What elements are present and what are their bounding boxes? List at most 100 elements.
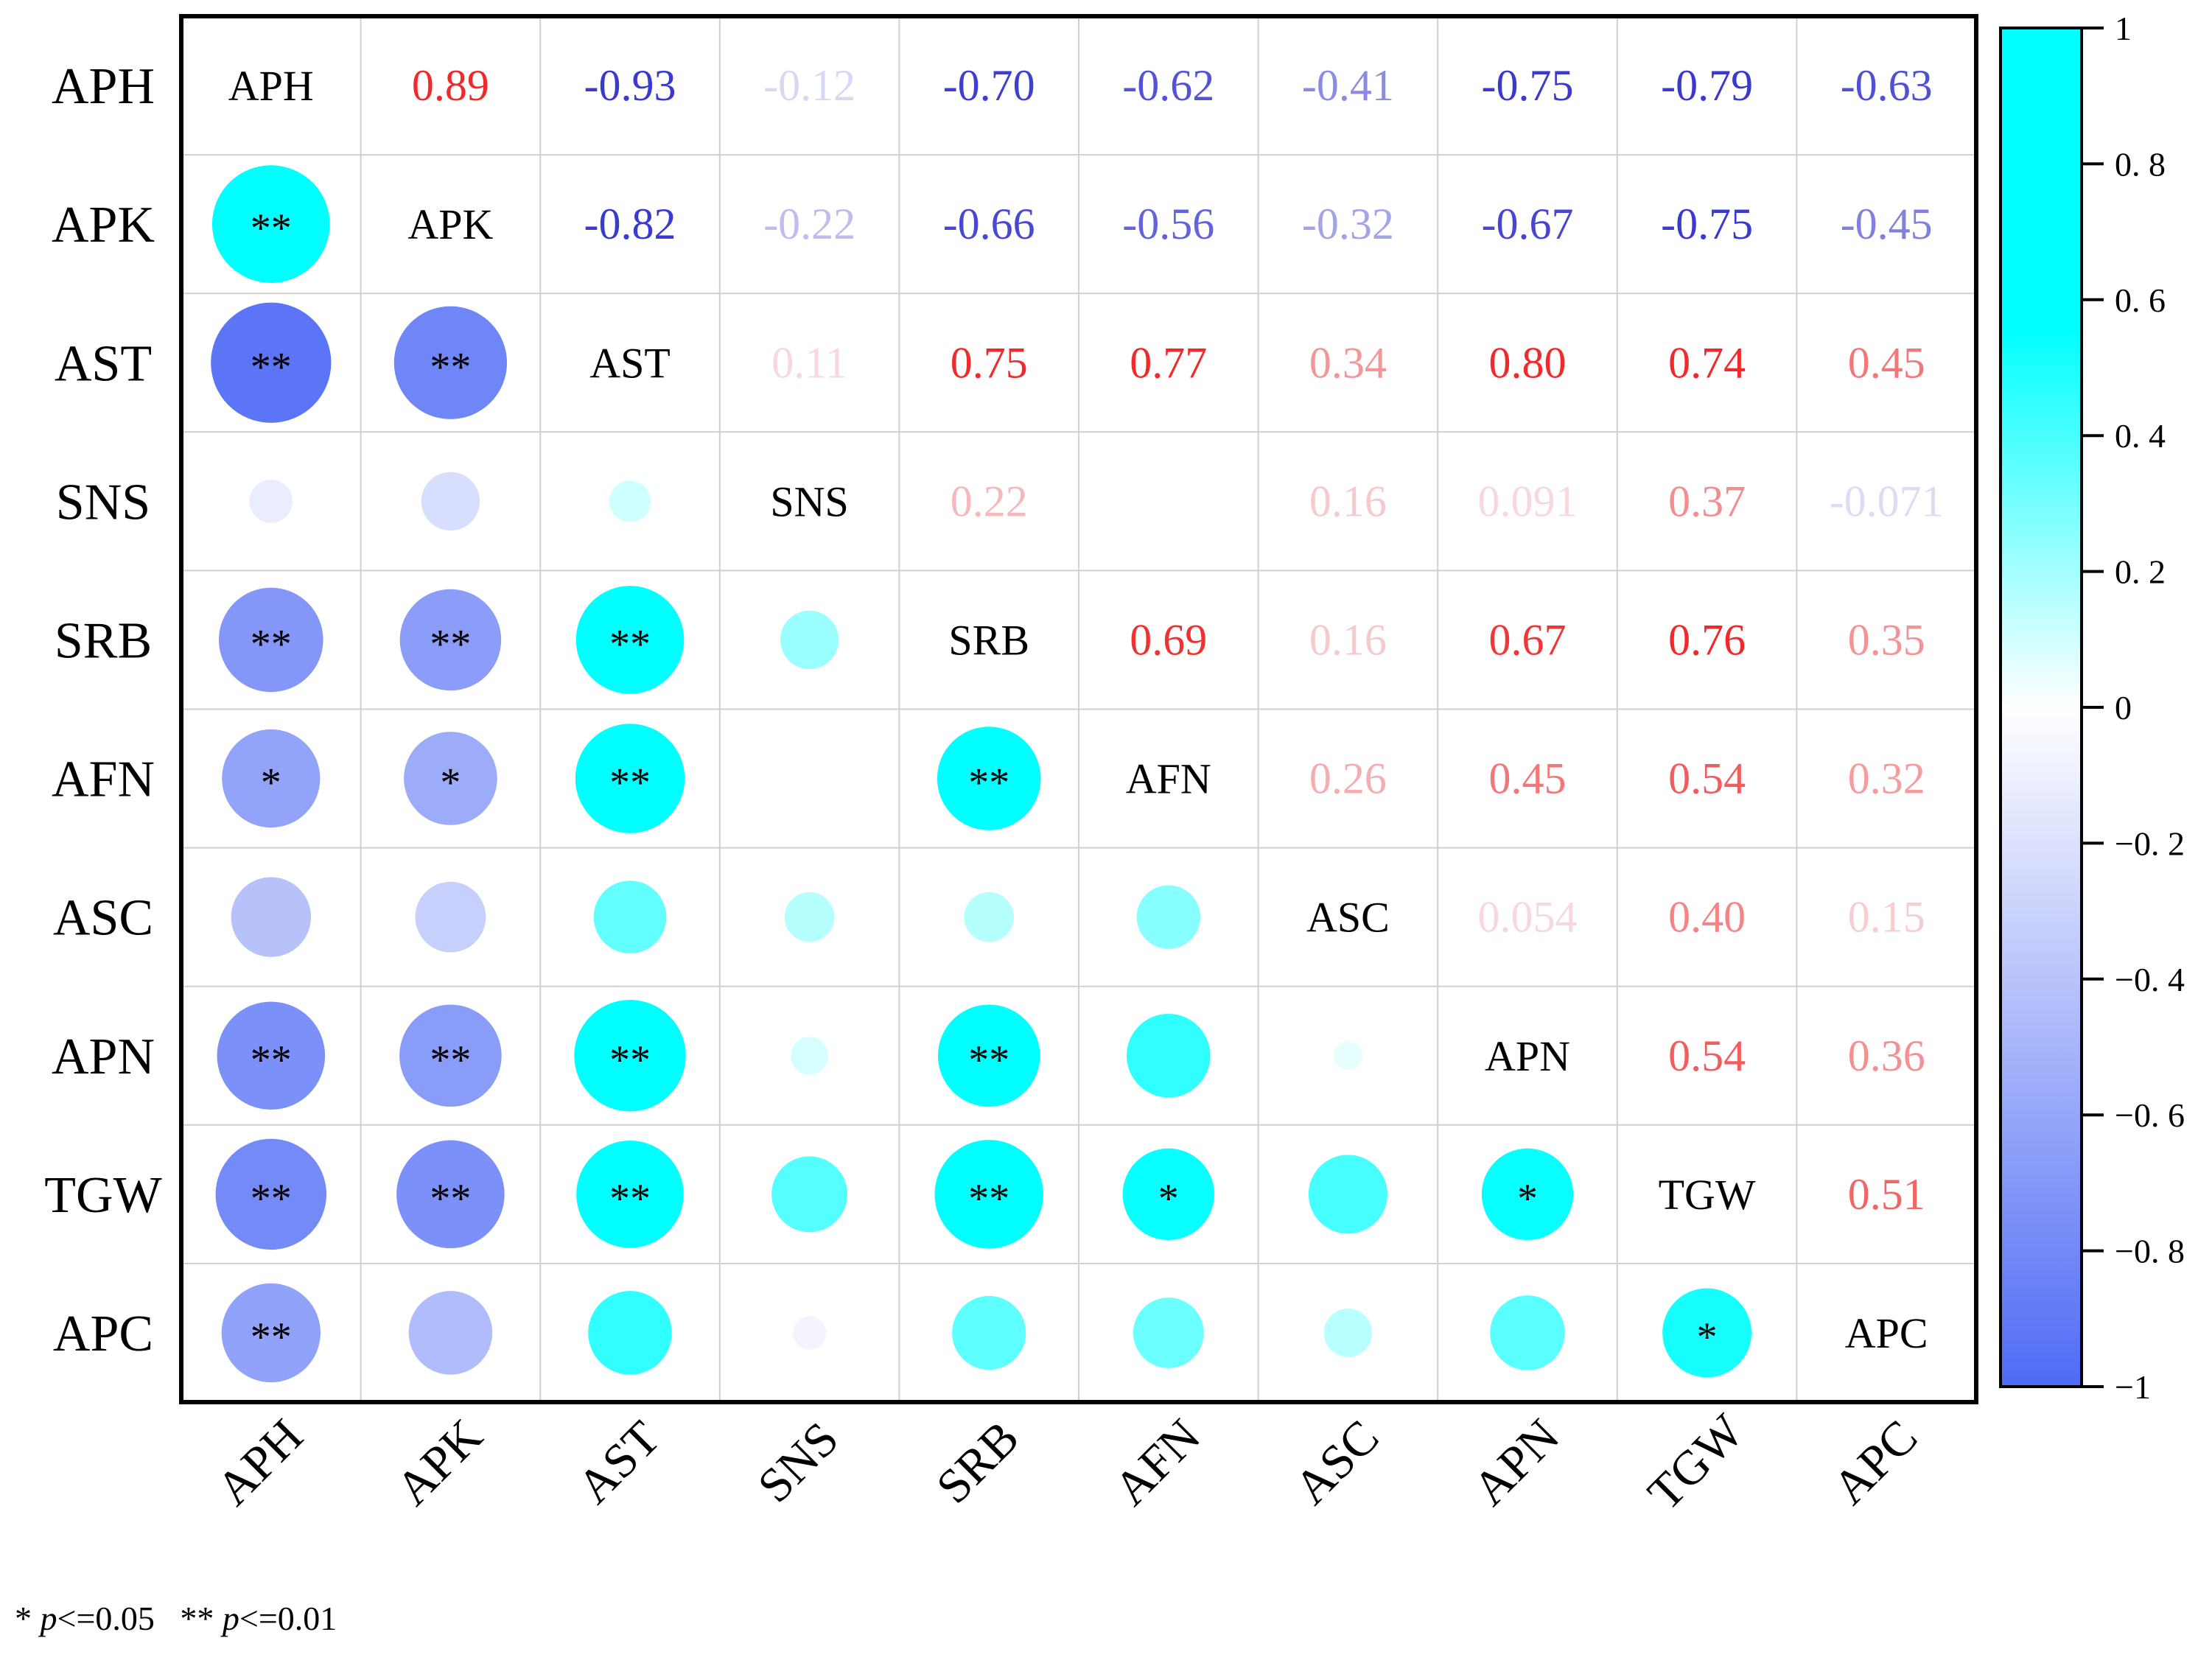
row-label-apn: APN [52, 1029, 155, 1085]
corr-value-text: 0.51 [1848, 1170, 1925, 1219]
corr-circle [1333, 1041, 1363, 1071]
corr-value-text: 0.89 [412, 61, 489, 110]
corr-circle [780, 610, 839, 670]
corr-value-text: 0.45 [1848, 338, 1925, 387]
corr-value-text: 0.80 [1489, 338, 1567, 387]
corr-circle [1490, 1295, 1565, 1370]
corr-circle [576, 1141, 684, 1248]
colorbar-tick-label: 1 [2115, 10, 2132, 47]
significance-marker: ** [251, 344, 292, 390]
col-label-ast: AST [567, 1411, 671, 1514]
row-label-asc: ASC [53, 890, 153, 947]
significance-legend: * p<=0.05 ** p<=0.01 [15, 1599, 337, 1638]
row-label-tgw: TGW [44, 1167, 161, 1224]
col-label-sns: SNS [748, 1412, 849, 1513]
corr-circle [215, 1138, 327, 1250]
corr-circle [222, 729, 321, 828]
corr-circle [1136, 885, 1200, 949]
significance-marker: * [440, 760, 461, 806]
significance-marker: * [1697, 1314, 1718, 1360]
corr-value-text: -0.22 [763, 200, 855, 248]
significance-marker: ** [609, 621, 651, 667]
col-label-apk: APK [386, 1409, 493, 1516]
corr-circle [393, 306, 508, 419]
corr-circle [952, 1295, 1026, 1370]
col-label-tgw: TGW [1637, 1404, 1754, 1520]
corr-circle [1122, 1148, 1215, 1241]
corr-value-text: -0.70 [943, 61, 1035, 110]
corr-value-text: 0.054 [1478, 893, 1578, 942]
legend-threshold-1: <=0.05 [57, 1600, 155, 1637]
corr-value-text: 0.34 [1309, 338, 1387, 387]
colorbar-tick-label: −0. 4 [2115, 961, 2185, 998]
significance-marker: ** [609, 1037, 651, 1083]
corr-value-text: -0.071 [1830, 477, 1944, 525]
colorbar-tick-label: 0 [2115, 689, 2132, 726]
significance-marker: ** [430, 344, 471, 390]
significance-marker: ** [251, 1037, 292, 1083]
corr-value-text: 0.75 [951, 338, 1028, 387]
corr-value-text: 0.32 [1848, 754, 1925, 803]
corr-value-text: -0.12 [763, 61, 855, 110]
corr-circle [1133, 1297, 1204, 1368]
significance-marker: ** [430, 1037, 471, 1083]
significance-marker: * [1517, 1176, 1538, 1222]
corr-value-text: -0.75 [1661, 200, 1753, 248]
corr-value-text: -0.66 [943, 200, 1035, 248]
significance-marker: ** [968, 1176, 1009, 1222]
corr-circle [399, 589, 502, 691]
corr-value-text: 0.22 [951, 477, 1028, 525]
corr-value-text: 0.77 [1130, 338, 1207, 387]
row-label-afn: AFN [52, 752, 155, 808]
corr-circle [574, 1000, 686, 1112]
corr-circle [399, 1004, 502, 1107]
colorbar-tick-label: 0. 2 [2115, 553, 2166, 591]
colorbar-tick-label: −0. 8 [2115, 1233, 2185, 1270]
corr-circle [1127, 1013, 1211, 1098]
corr-value-text: 0.67 [1489, 615, 1567, 664]
corr-value-text: 0.54 [1668, 1032, 1746, 1080]
corr-circle [934, 1140, 1043, 1249]
significance-marker: ** [968, 1037, 1009, 1083]
diag-label: APC [1845, 1309, 1928, 1357]
corr-circle [221, 1283, 321, 1383]
corr-value-text: -0.41 [1302, 61, 1394, 110]
colorbar-tick-label: −0. 2 [2115, 824, 2185, 862]
colorbar-tick-label: −1 [2115, 1368, 2151, 1406]
corr-value-text: -0.45 [1841, 200, 1933, 248]
corr-value-text: 0.69 [1130, 615, 1207, 664]
significance-marker: ** [609, 760, 651, 806]
col-label-apn: APN [1463, 1409, 1569, 1516]
significance-marker: ** [251, 1176, 292, 1222]
corr-circle [808, 777, 811, 780]
corr-circle [404, 732, 497, 825]
significance-marker: ** [251, 621, 292, 667]
diag-label: AFN [1126, 755, 1211, 803]
col-label-srb: SRB [926, 1411, 1029, 1514]
corr-circle [609, 480, 651, 522]
significance-marker: ** [430, 1176, 471, 1222]
diag-label: ASC [1306, 894, 1390, 942]
corr-value-text: 0.35 [1848, 615, 1925, 664]
corr-value-text: -0.63 [1841, 61, 1933, 110]
corr-circle [784, 892, 835, 942]
legend-star-1: * [15, 1600, 32, 1637]
row-label-apk: APK [52, 197, 155, 253]
row-label-sns: SNS [56, 474, 150, 530]
corr-value-text: -0.79 [1661, 61, 1753, 110]
corr-value-text: 0.26 [1309, 754, 1387, 803]
corr-circle [218, 587, 323, 693]
corr-circle [793, 1316, 827, 1350]
col-label-apc: APC [1823, 1410, 1928, 1515]
corr-circle [937, 726, 1041, 830]
corr-circle [1308, 1155, 1387, 1234]
corr-circle [396, 1140, 505, 1249]
corr-circle [249, 480, 293, 523]
col-label-asc: ASC [1284, 1410, 1389, 1515]
corr-circle [415, 881, 486, 953]
row-label-aph: APH [52, 58, 155, 115]
corr-value-text: -0.62 [1122, 61, 1214, 110]
plot-frame [179, 14, 1978, 1404]
colorbar-tick-label: 0. 8 [2115, 145, 2166, 183]
